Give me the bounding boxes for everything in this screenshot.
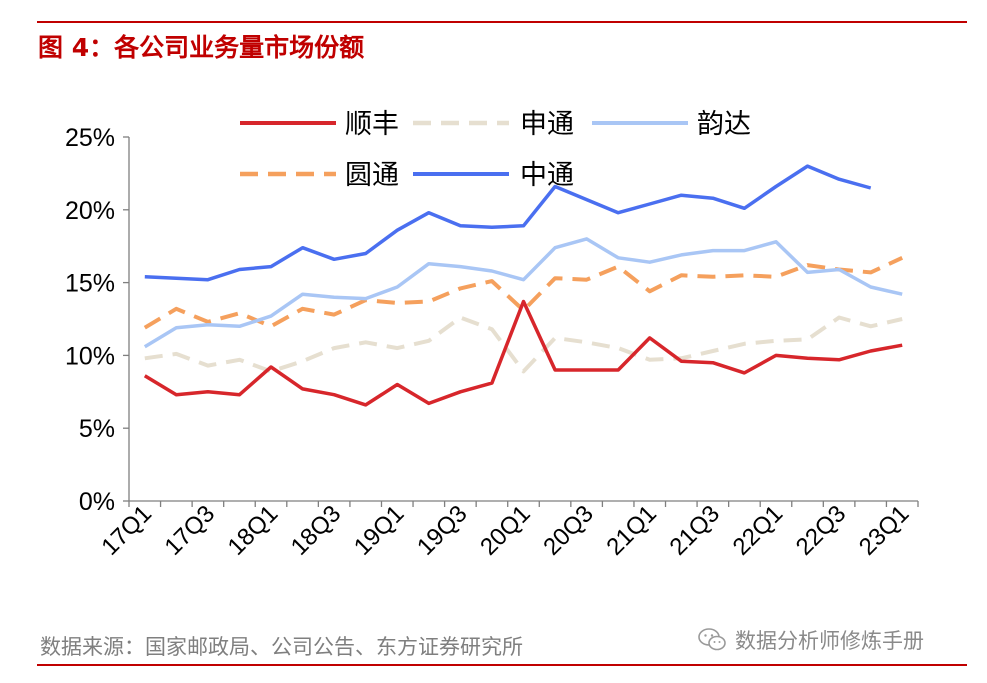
- wechat-icon: [698, 628, 726, 651]
- x-tick-label: 21Q1: [601, 500, 662, 561]
- x-tick-label: 23Q1: [854, 500, 915, 561]
- y-tick-label: 10%: [65, 342, 115, 370]
- x-tick-label: 19Q3: [412, 500, 473, 561]
- line-chart: 0%5%10%15%20%25%17Q1 17Q3 18Q1 18Q3 19Q1 19Q3…: [65, 109, 919, 561]
- series-line: [144, 315, 903, 374]
- legend-label: 顺丰: [345, 109, 399, 140]
- y-tick-label: 20%: [65, 197, 115, 225]
- series-line: [143, 299, 903, 407]
- x-tick-label: 22Q1: [728, 500, 789, 561]
- x-tick-label: 17Q3: [160, 500, 221, 561]
- watermark-text: 数据分析师修炼手册: [735, 629, 924, 653]
- x-tick-label: 20Q1: [475, 500, 536, 561]
- x-tick-label: 18Q3: [286, 500, 347, 561]
- figure-title: 图 4：各公司业务量市场份额: [38, 33, 365, 62]
- legend-label: 圆通: [345, 160, 399, 191]
- y-tick-label: 5%: [79, 415, 115, 443]
- series-line: [144, 164, 872, 282]
- x-tick-label: 20Q3: [538, 500, 599, 561]
- source-note: 数据来源：国家邮政局、公司公告、东方证券研究所: [40, 635, 523, 659]
- y-tick-label: 15%: [65, 270, 115, 298]
- watermark: 数据分析师修炼手册: [697, 625, 924, 655]
- title-rule: [37, 21, 967, 23]
- series-line: [143, 237, 903, 349]
- x-tick-label: 18Q1: [223, 500, 284, 561]
- y-tick-label: 25%: [65, 124, 115, 152]
- legend-label: 韵达: [697, 109, 751, 140]
- legend-label: 中通: [520, 160, 574, 191]
- y-tick-label: 0%: [79, 488, 115, 516]
- footer-rule: [37, 664, 967, 666]
- x-tick-label: 19Q1: [349, 500, 410, 561]
- x-tick-label: 22Q3: [791, 500, 852, 561]
- x-tick-label: 21Q3: [664, 500, 725, 561]
- legend-label: 申通: [520, 109, 574, 140]
